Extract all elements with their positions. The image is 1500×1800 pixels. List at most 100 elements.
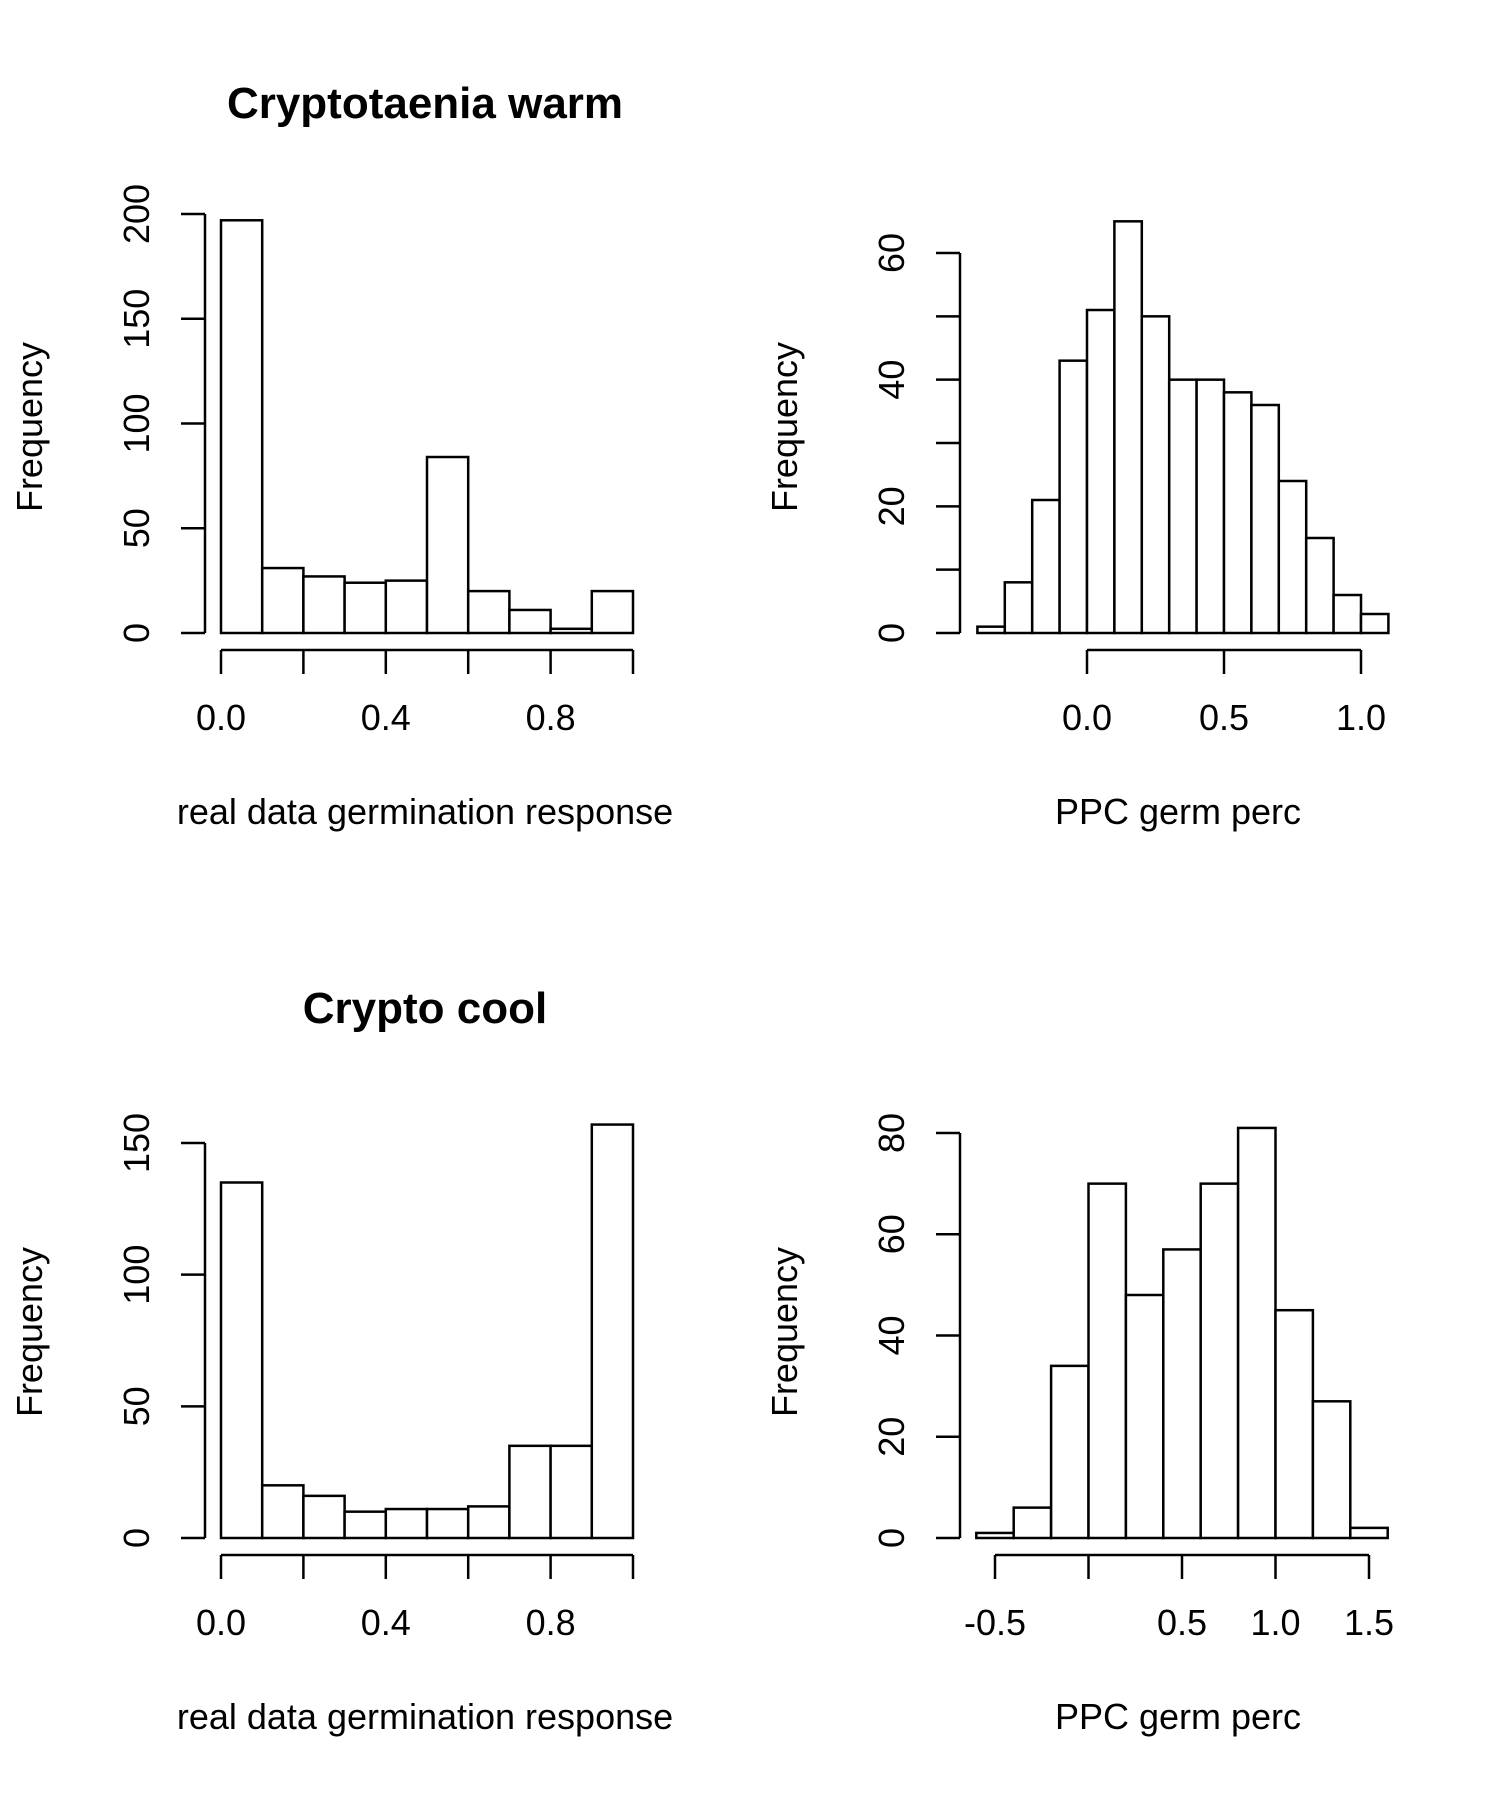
x-axis-label: PPC germ perc — [1055, 1696, 1301, 1737]
histogram-bar — [976, 625, 1007, 635]
y-axis-label: Frequency — [764, 1247, 805, 1417]
x-tick-label: 0.8 — [526, 697, 576, 738]
x-tick-label: 0.0 — [196, 697, 246, 738]
bars — [219, 219, 635, 635]
histogram-bar — [384, 579, 429, 635]
histogram-bar — [1250, 403, 1281, 635]
histogram-bar — [1049, 1364, 1090, 1540]
histogram-bar — [1332, 593, 1363, 635]
histogram-bar — [219, 1181, 264, 1540]
histogram-bar — [466, 1505, 511, 1540]
histogram-bar — [425, 455, 470, 635]
x-tick-label: 1.0 — [1250, 1602, 1300, 1643]
x-axis: 0.0 0.4 0.8 — [196, 1553, 635, 1643]
histogram-bar — [466, 589, 511, 635]
x-axis-label: real data germination response — [177, 791, 673, 832]
x-tick-label: 0.0 — [196, 1602, 246, 1643]
panel-title: Crypto cool — [303, 984, 547, 1033]
panel-warm-real: Cryptotaenia warm 0.0 0.4 0.8 0 50 100 150 200… — [9, 79, 673, 832]
bars — [976, 220, 1390, 635]
x-tick-label: 0.5 — [1157, 1602, 1207, 1643]
y-tick-label: 40 — [871, 360, 912, 400]
bars — [975, 1126, 1389, 1540]
panel-cool-real: Crypto cool 0.0 0.4 0.8 0 50 100 150 real dat… — [9, 984, 673, 1737]
histogram-bar — [1236, 1126, 1277, 1540]
histogram-bar — [343, 1510, 388, 1540]
histogram-bar — [260, 1484, 305, 1540]
x-tick-label: 0.4 — [361, 1602, 411, 1643]
y-tick-label: 0 — [871, 1528, 912, 1548]
histogram-bar — [1349, 1526, 1389, 1540]
histogram-bar — [1167, 378, 1198, 635]
histogram-bar — [590, 589, 635, 635]
y-axis: 0 20 40 60 — [871, 233, 962, 643]
y-axis: 0 50 100 150 200 — [116, 184, 207, 643]
x-axis: 0.0 0.4 0.8 — [196, 648, 635, 738]
y-tick-label: 100 — [116, 393, 157, 453]
histogram-bar — [1087, 1182, 1128, 1540]
y-tick-label: 0 — [871, 623, 912, 643]
y-tick-label: 40 — [871, 1315, 912, 1355]
histogram-bar — [302, 575, 346, 635]
histogram-bar — [1058, 359, 1089, 635]
histogram-bar — [384, 1507, 429, 1540]
y-tick-label: 100 — [116, 1245, 157, 1305]
y-tick-label: 150 — [116, 289, 157, 349]
y-tick-label: 60 — [871, 1214, 912, 1254]
panel-cool-ppc: -0.5 0.5 1.0 1.5 0 20 40 60 80 PPC germ perc Fr… — [764, 1113, 1394, 1737]
x-tick-label: 1.0 — [1336, 697, 1386, 738]
histogram-bar — [1304, 536, 1335, 635]
histogram-bar — [343, 581, 388, 635]
histogram-bar — [1030, 498, 1061, 635]
x-tick-label: 1.5 — [1344, 1602, 1394, 1643]
y-tick-label: 50 — [116, 508, 157, 548]
y-tick-label: 80 — [871, 1113, 912, 1153]
y-axis: 0 20 40 60 80 — [871, 1113, 962, 1548]
histogram-bar — [1199, 1182, 1240, 1540]
y-tick-label: 20 — [871, 1417, 912, 1457]
histogram-bar — [1140, 315, 1171, 635]
x-tick-label: 0.0 — [1062, 697, 1112, 738]
x-axis-label: real data germination response — [177, 1696, 673, 1737]
x-axis: 0.0 0.5 1.0 — [1062, 648, 1386, 738]
x-axis-label: PPC germ perc — [1055, 791, 1301, 832]
y-tick-label: 60 — [871, 233, 912, 273]
histogram-bar — [425, 1507, 470, 1540]
y-tick-label: 50 — [116, 1386, 157, 1426]
y-axis-label: Frequency — [9, 1247, 50, 1417]
x-tick-label: -0.5 — [964, 1602, 1026, 1643]
histogram-bar — [508, 1444, 552, 1540]
y-axis: 0 50 100 150 — [116, 1113, 207, 1548]
panel-warm-ppc: 0.0 0.5 1.0 0 20 40 60 PPC germ perc Frequenc… — [764, 220, 1390, 832]
histogram-bar — [1085, 308, 1116, 635]
panel-title: Cryptotaenia warm — [227, 79, 623, 128]
x-tick-label: 0.5 — [1199, 697, 1249, 738]
histogram-bar — [549, 1444, 594, 1540]
y-tick-label: 200 — [116, 184, 157, 244]
x-tick-label: 0.8 — [526, 1602, 576, 1643]
histogram-bar — [260, 566, 305, 635]
histogram-bar — [1222, 391, 1253, 635]
bars — [219, 1123, 635, 1540]
histogram-bar — [508, 608, 552, 635]
histogram-bar — [1274, 1308, 1315, 1540]
y-axis-label: Frequency — [9, 342, 50, 512]
y-tick-label: 0 — [116, 1528, 157, 1548]
y-tick-label: 0 — [116, 623, 157, 643]
x-tick-label: 0.4 — [361, 697, 411, 738]
histogram-bar — [1359, 612, 1390, 635]
histogram-bar — [549, 627, 594, 635]
histogram-bar — [219, 219, 264, 635]
histogram-bar — [1124, 1293, 1165, 1540]
y-axis-label: Frequency — [764, 342, 805, 512]
histogram-bar — [1113, 220, 1144, 635]
y-tick-label: 150 — [116, 1113, 157, 1173]
histogram-bar — [975, 1531, 1015, 1540]
histogram-bar — [1003, 581, 1034, 635]
histogram-bar — [1162, 1248, 1202, 1540]
histogram-bar — [1277, 479, 1308, 635]
histogram-bar — [1195, 378, 1226, 635]
histogram-bar — [1012, 1506, 1053, 1540]
x-axis: -0.5 0.5 1.0 1.5 — [964, 1553, 1394, 1643]
